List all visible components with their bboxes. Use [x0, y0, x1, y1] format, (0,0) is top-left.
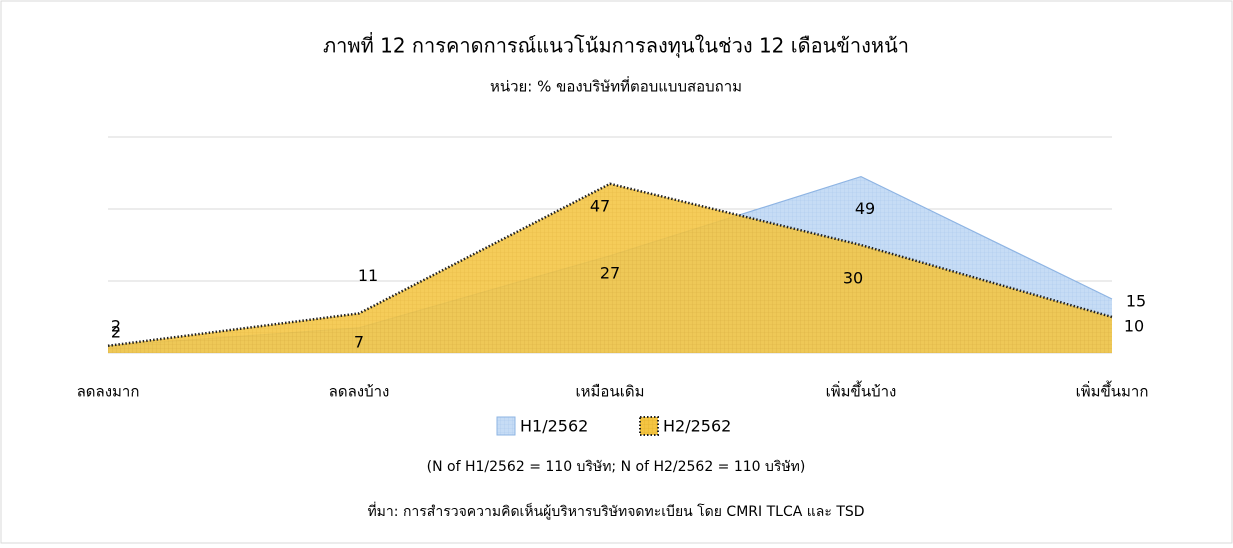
data-label: 2	[111, 322, 121, 341]
legend-label: H1/2562	[520, 417, 588, 436]
data-label: 30	[843, 269, 863, 288]
x-tick-label: เพิ่มขึ้นบ้าง	[826, 381, 897, 401]
note: (N of H1/2562 = 110 บริษัท; N of H2/2562…	[427, 459, 806, 475]
data-label: 10	[1124, 317, 1144, 336]
x-tick-label: เหมือนเดิม	[576, 383, 645, 401]
legend-swatch	[496, 416, 516, 436]
area-line	[107, 182, 1113, 348]
legend-swatch	[639, 416, 659, 436]
area	[108, 183, 1112, 353]
data-label: 27	[600, 263, 620, 282]
x-tick-label: เพิ่มขึ้นมาก	[1076, 381, 1149, 401]
data-label: 7	[354, 332, 364, 351]
data-label: 47	[590, 196, 610, 215]
legend-label: H2/2562	[663, 417, 731, 436]
source: ที่มา: การสำรวจความคิดเห็นผู้บริหารบริษั…	[367, 502, 864, 520]
chart-title: ภาพที่ 12 การคาดการณ์แนวโน้มการลงทุนในช่…	[323, 32, 909, 59]
data-label: 15	[1126, 292, 1146, 311]
data-label: 49	[855, 199, 875, 218]
data-label: 11	[358, 266, 378, 285]
x-tick-label: ลดลงบ้าง	[329, 383, 390, 401]
x-tick-label: ลดลงมาก	[77, 383, 140, 401]
data-label: 2	[111, 316, 121, 335]
chart-subtitle: หน่วย: % ของบริษัทที่ตอบแบบสอบถาม	[490, 76, 742, 96]
